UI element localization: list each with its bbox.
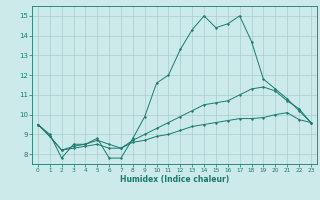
X-axis label: Humidex (Indice chaleur): Humidex (Indice chaleur) — [120, 175, 229, 184]
